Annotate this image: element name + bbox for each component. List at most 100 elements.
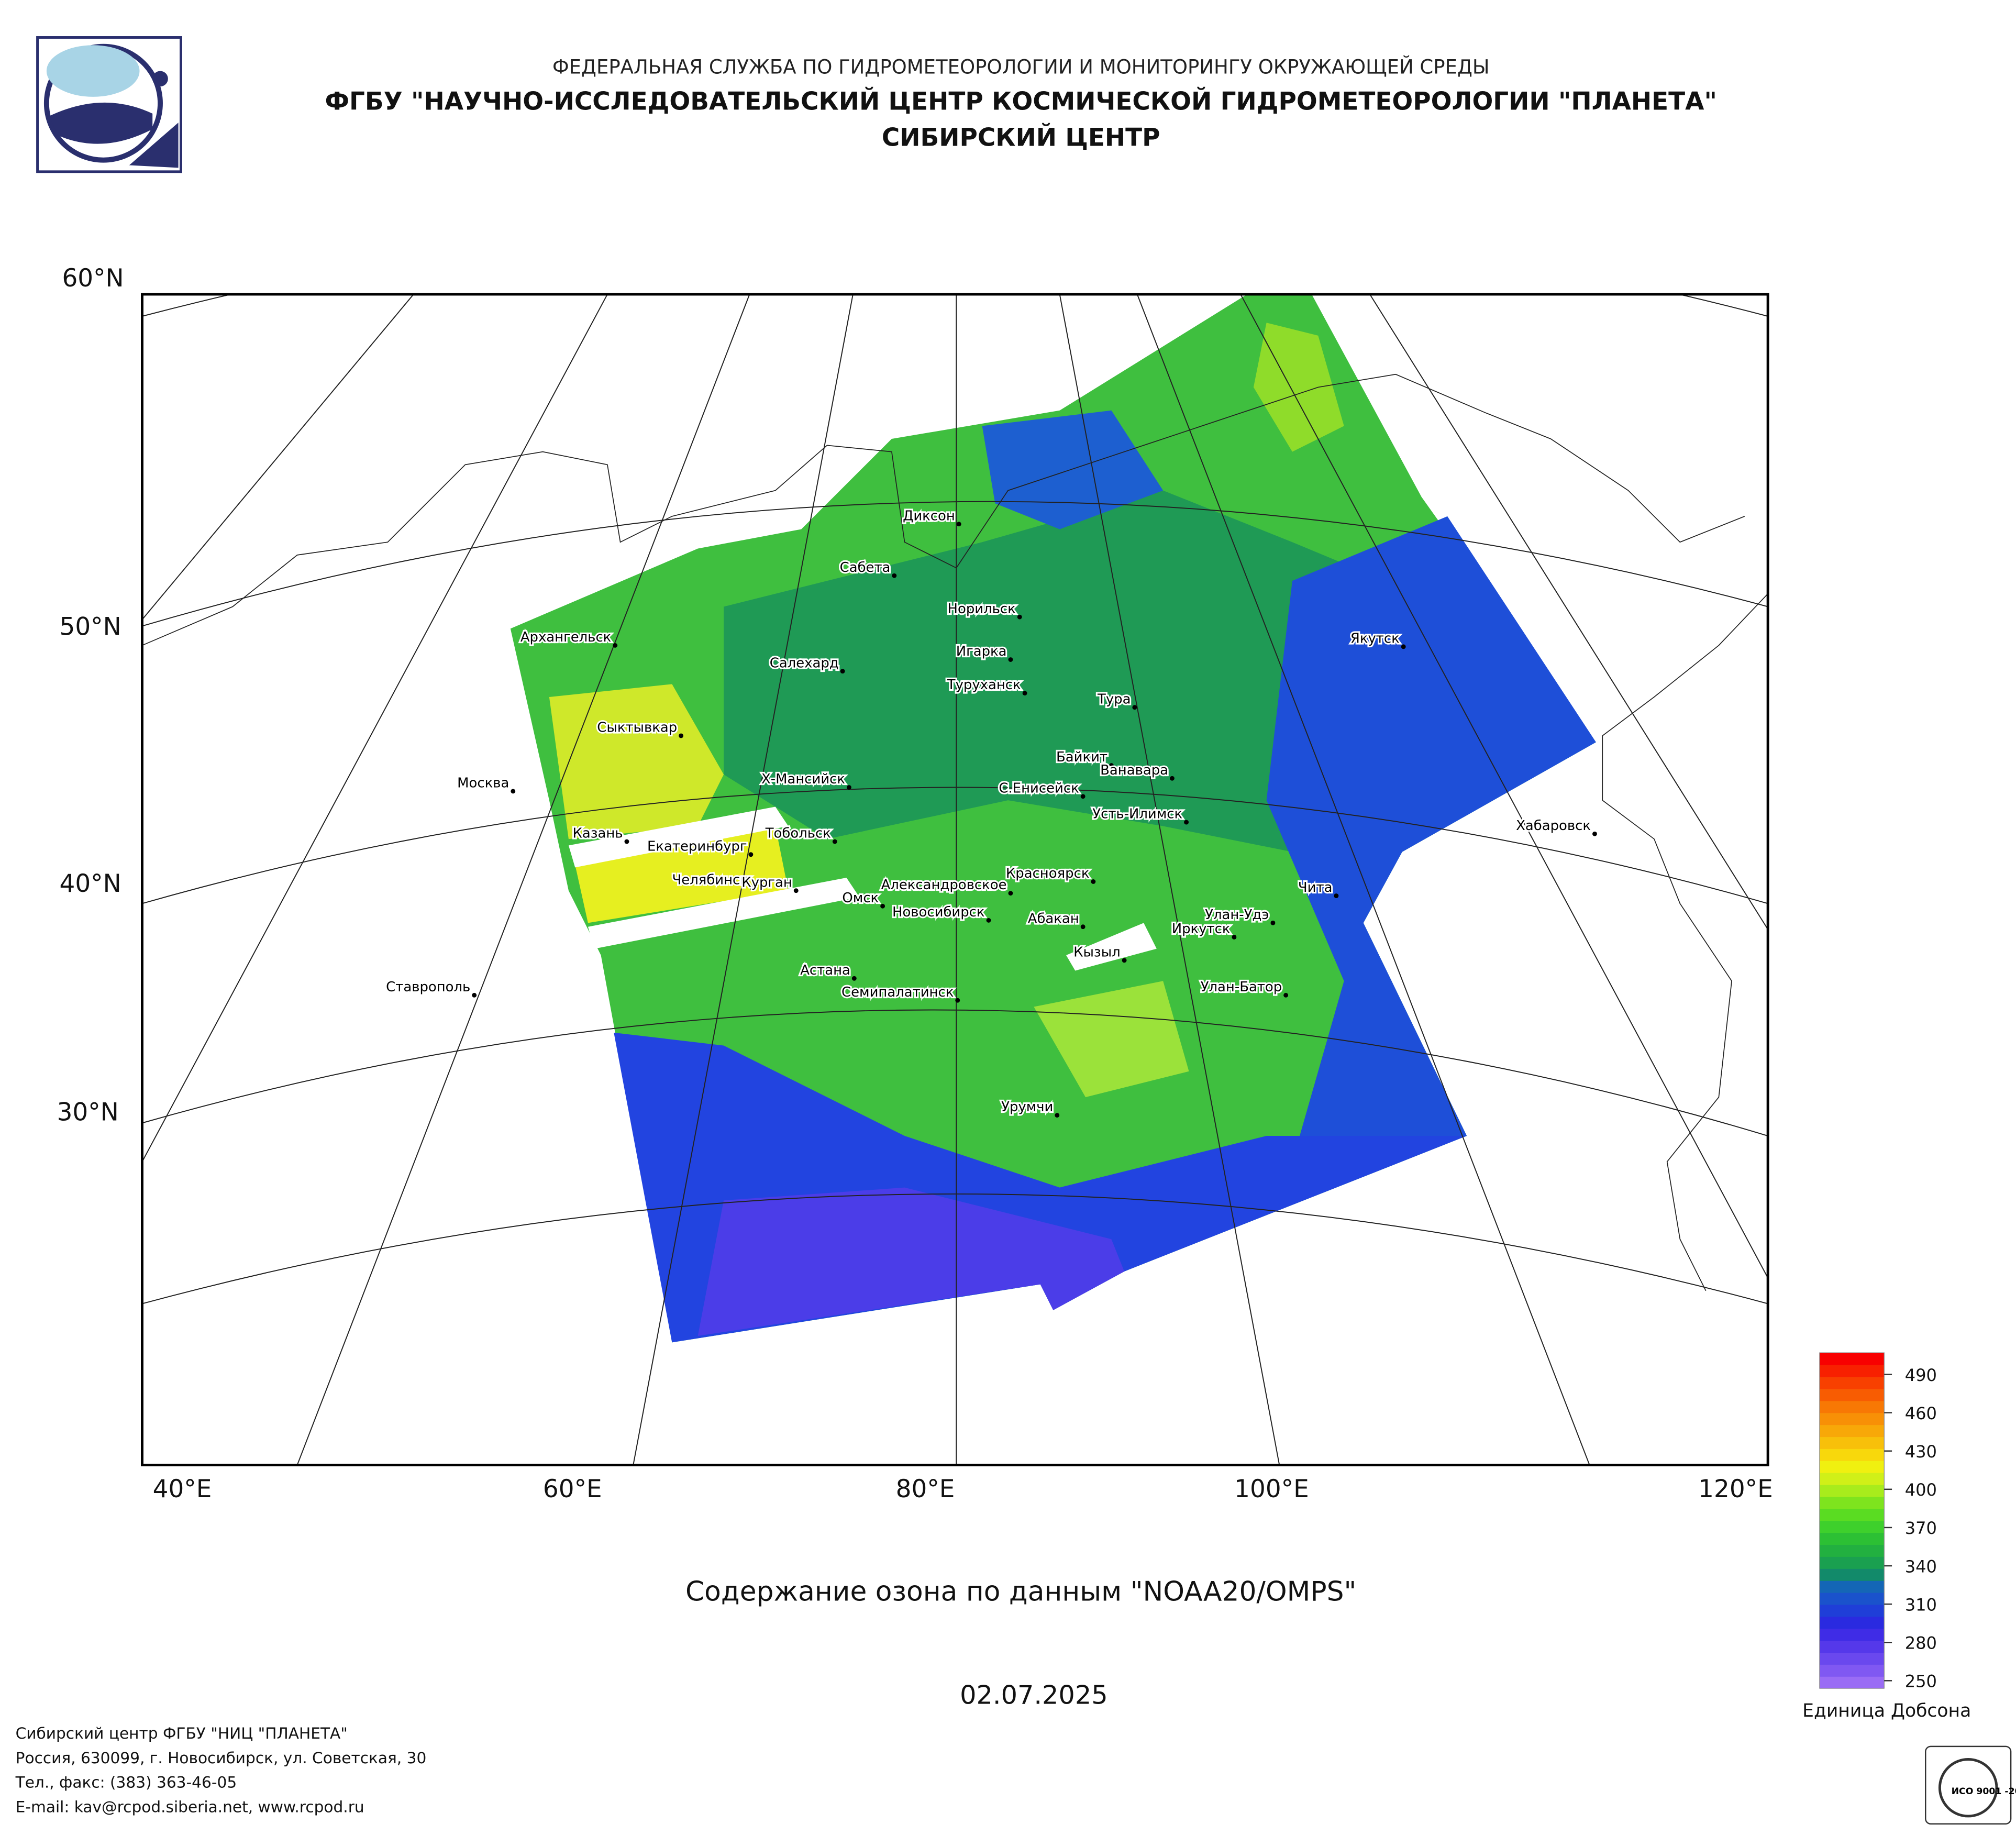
city-label: Астана xyxy=(800,963,850,978)
colorbar-swatch xyxy=(1819,1412,1885,1425)
city-label: Архангельск xyxy=(520,629,611,645)
city-dot xyxy=(679,733,684,738)
logo xyxy=(36,36,182,173)
city-dot xyxy=(1401,644,1406,649)
colorbar-tick-label: 370 xyxy=(1905,1518,1937,1538)
cert-text: ИСО 9001 -2015 xyxy=(1952,1786,2016,1797)
graticule xyxy=(142,294,1768,1465)
city-label: Курган xyxy=(741,875,792,890)
city-label: Диксон xyxy=(903,508,955,524)
city-label: Красноярск xyxy=(1006,866,1090,881)
city-label: Абакан xyxy=(1028,911,1079,926)
map-frame xyxy=(141,293,1769,1466)
ozone-area xyxy=(1266,516,1596,1162)
city-label: Екатеринбург xyxy=(647,838,747,854)
city-dot xyxy=(1169,776,1175,781)
city-label: Ванавара xyxy=(1100,762,1168,778)
ozone-gap xyxy=(588,878,860,949)
city-label: Якутск xyxy=(1350,631,1400,646)
city-dot xyxy=(1008,891,1013,896)
colorbar-tick-label: 340 xyxy=(1905,1556,1937,1576)
colorbar-swatch xyxy=(1819,1484,1885,1497)
colorbar-swatch xyxy=(1819,1364,1885,1377)
city-label: Тура xyxy=(1097,691,1131,707)
lon-label: 60°E xyxy=(543,1475,602,1504)
colorbar-swatch xyxy=(1819,1664,1885,1677)
city-label: Урумчи xyxy=(1001,1099,1053,1115)
colorbar-swatch xyxy=(1819,1472,1885,1485)
city-dot xyxy=(851,976,857,981)
city-dot xyxy=(1122,958,1127,963)
city-label: Новосибирск xyxy=(892,904,985,920)
footer-line: E-mail: kav@rcpod.siberia.net, www.rcpod… xyxy=(16,1798,364,1816)
city-label: Александровское xyxy=(881,877,1007,893)
lon-label: 40°E xyxy=(153,1475,212,1504)
city-dot xyxy=(1091,879,1096,884)
ozone-gap xyxy=(1066,923,1157,971)
colorbar-swatch xyxy=(1819,1388,1885,1401)
city-label: Ставрополь xyxy=(386,979,470,995)
city-dot xyxy=(1592,831,1597,836)
city-dot xyxy=(1008,657,1013,662)
city-dot xyxy=(840,669,845,674)
colorbar-tick-label: 310 xyxy=(1905,1595,1937,1615)
city-dot xyxy=(880,903,885,909)
lon-label: 80°E xyxy=(896,1475,955,1504)
colorbar-swatch xyxy=(1819,1580,1885,1593)
colorbar-swatch xyxy=(1819,1424,1885,1438)
colorbar-tick-label: 460 xyxy=(1905,1403,1937,1423)
city-label: С.Енисейск xyxy=(999,780,1079,796)
city-label: Х-Мансийск xyxy=(761,771,845,787)
city-dot xyxy=(793,888,799,893)
city-dot xyxy=(847,785,851,790)
colorbar-swatch xyxy=(1819,1616,1885,1629)
city-label: Тобольск xyxy=(765,826,831,842)
ozone-area xyxy=(982,410,1164,529)
footer-line: Россия, 630099, г. Новосибирск, ул. Сове… xyxy=(16,1749,427,1767)
lat-label: 30°N xyxy=(57,1098,119,1126)
colorbar-swatch xyxy=(1819,1556,1885,1569)
ozone-area xyxy=(724,490,1448,852)
city-dot xyxy=(1080,924,1085,930)
lon-label: 120°E xyxy=(1698,1475,1773,1504)
city-dot xyxy=(472,992,477,998)
ozone-area xyxy=(697,1187,1125,1336)
city-dot xyxy=(1232,935,1237,939)
city-dot xyxy=(956,522,961,527)
ozone-area xyxy=(575,826,789,923)
city-label: Москва xyxy=(457,776,509,791)
colorbar-swatch xyxy=(1819,1496,1885,1509)
city-label: Семипалатинск xyxy=(841,985,954,1000)
city-dot xyxy=(955,998,960,1003)
city-label: Хабаровск xyxy=(1516,818,1591,834)
city-dot xyxy=(1080,794,1085,799)
city-dot xyxy=(613,643,618,648)
lat-label: 40°N xyxy=(60,870,121,898)
colorbar-swatch xyxy=(1819,1376,1885,1389)
city-dot xyxy=(832,839,837,844)
colorbar-swatch xyxy=(1819,1568,1885,1581)
chart-title: Содержание озона по данным "NOAA20/OMPS" xyxy=(685,1576,1356,1607)
colorbar-tick-label: 430 xyxy=(1905,1442,1937,1462)
city-label: Сабета xyxy=(840,560,891,576)
ozone-gap xyxy=(568,806,789,868)
map: Архангельск Диксон Сабета Норильск Игарка Сал… xyxy=(141,293,1769,1466)
cert-logo: ИСО 9001 -2015 xyxy=(1925,1745,2016,1825)
city-dot xyxy=(1109,763,1114,768)
city-dot xyxy=(511,789,516,794)
date: 02.07.2025 xyxy=(960,1680,1108,1710)
colorbar-swatch xyxy=(1819,1640,1885,1653)
city-dot xyxy=(1334,893,1339,898)
city-dot xyxy=(892,573,897,578)
city-dot xyxy=(749,886,755,891)
colorbar-swatch xyxy=(1819,1520,1885,1533)
header-line: ФЕДЕРАЛЬНАЯ СЛУЖБА ПО ГИДРОМЕТЕОРОЛОГИИ … xyxy=(552,56,1490,79)
city-label: Улан-Удэ xyxy=(1205,907,1269,923)
colorbar-swatch xyxy=(1819,1353,1885,1365)
city-dot xyxy=(1132,705,1137,710)
colorbar-swatch xyxy=(1819,1544,1885,1557)
city-label: Челябинск xyxy=(672,872,748,888)
header-line: СИБИРСКИЙ ЦЕНТР xyxy=(882,124,1160,152)
colorbar-tick-label: 250 xyxy=(1905,1672,1937,1692)
